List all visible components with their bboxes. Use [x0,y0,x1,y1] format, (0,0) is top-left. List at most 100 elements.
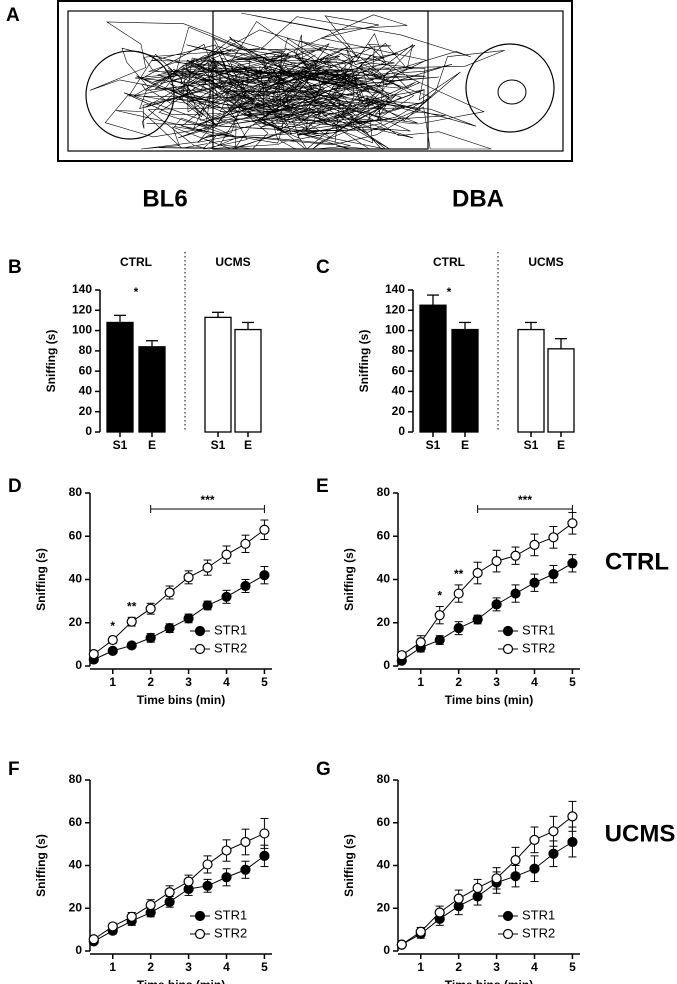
x-tick-label: E [557,438,565,452]
group-label: CTRL [120,255,152,269]
x-tick-label: S1 [211,438,226,452]
point [491,556,502,567]
legend-label: STR2 [522,925,555,940]
point [491,599,502,610]
significance: *** [518,493,532,507]
panel-label: D [8,476,22,497]
y-tick-label: 60 [377,815,391,829]
point [529,834,540,845]
legend-marker [502,910,514,922]
y-tick-label: 100 [72,323,92,337]
point [472,567,483,579]
point [221,845,232,856]
point [164,623,175,634]
y-tick-label: 0 [75,658,82,672]
x-tick-label: E [148,438,156,452]
y-tick-label: 0 [383,658,390,672]
x-tick-label: 3 [493,675,500,689]
y-tick-label: 20 [79,404,93,418]
bar [234,328,262,433]
legend-marker [194,625,206,637]
point [259,850,270,861]
point [453,893,464,904]
point [88,649,99,660]
legend-label: STR1 [522,907,555,922]
point [529,577,540,588]
condition-label: CTRL [605,548,669,575]
point [510,588,521,599]
y-tick-label: 0 [75,943,82,957]
x-tick-label: 1 [109,675,116,689]
x-tick-label: S1 [113,438,128,452]
legend-marker [194,643,206,655]
x-tick-label: 2 [147,960,154,974]
x-tick-label: 2 [455,960,462,974]
point [202,859,213,870]
point [529,863,540,874]
group-label: CTRL [433,255,465,269]
point [202,880,213,891]
y-tick-label: 80 [69,485,83,499]
y-tick-label: 20 [69,900,83,914]
legend-marker [194,910,206,922]
point [126,640,137,651]
x-tick-label: 2 [455,675,462,689]
series-line [401,522,573,656]
y-tick-label: 40 [69,572,83,586]
x-tick-label: 1 [417,960,424,974]
y-tick-label: 20 [377,900,391,914]
legend-label: STR2 [214,925,247,940]
x-axis-label: Time bins (min) [445,693,533,707]
x-tick-label: 4 [531,675,538,689]
x-tick-label: 3 [493,960,500,974]
strain-label: DBA [452,185,504,212]
group-label: UCMS [215,255,250,269]
point [567,836,578,848]
x-axis-label: Time bins (min) [137,978,225,984]
legend-marker [502,643,514,655]
group-label: UCMS [528,255,563,269]
point [510,550,521,561]
point [434,610,445,621]
point [164,887,175,898]
y-tick-label: 0 [85,424,92,438]
x-tick-label: 4 [223,675,230,689]
point [510,855,521,866]
point [259,828,270,839]
x-tick-label: 3 [185,960,192,974]
series-line [93,832,265,940]
y-axis-label: Sniffing (s) [357,330,371,393]
y-axis-label: Sniffing (s) [34,834,48,897]
point [183,876,194,887]
point [567,558,578,569]
point [240,836,251,848]
bar [451,328,479,433]
y-tick-label: 40 [377,572,391,586]
x-tick-label: S1 [524,438,539,452]
y-tick-label: 60 [392,363,406,377]
y-tick-label: 0 [383,943,390,957]
y-tick-label: 40 [377,858,391,872]
bar [138,346,166,433]
bar [547,348,575,433]
point [472,882,483,894]
y-tick-label: 60 [79,363,93,377]
point [434,907,445,918]
point [183,572,194,583]
point [434,634,445,646]
point [145,603,156,614]
y-tick-label: 40 [79,384,93,398]
x-tick-label: 3 [185,675,192,689]
significance: *** [201,493,215,507]
point [183,613,194,624]
significance: * [447,285,452,299]
point [548,848,559,859]
panel-label: C [316,257,330,278]
legend-marker [502,625,514,637]
y-tick-label: 80 [79,343,93,357]
legend-label: STR2 [522,640,555,655]
y-tick-label: 80 [377,485,391,499]
x-tick-label: E [461,438,469,452]
x-tick-label: 5 [569,960,576,974]
point [415,637,426,648]
